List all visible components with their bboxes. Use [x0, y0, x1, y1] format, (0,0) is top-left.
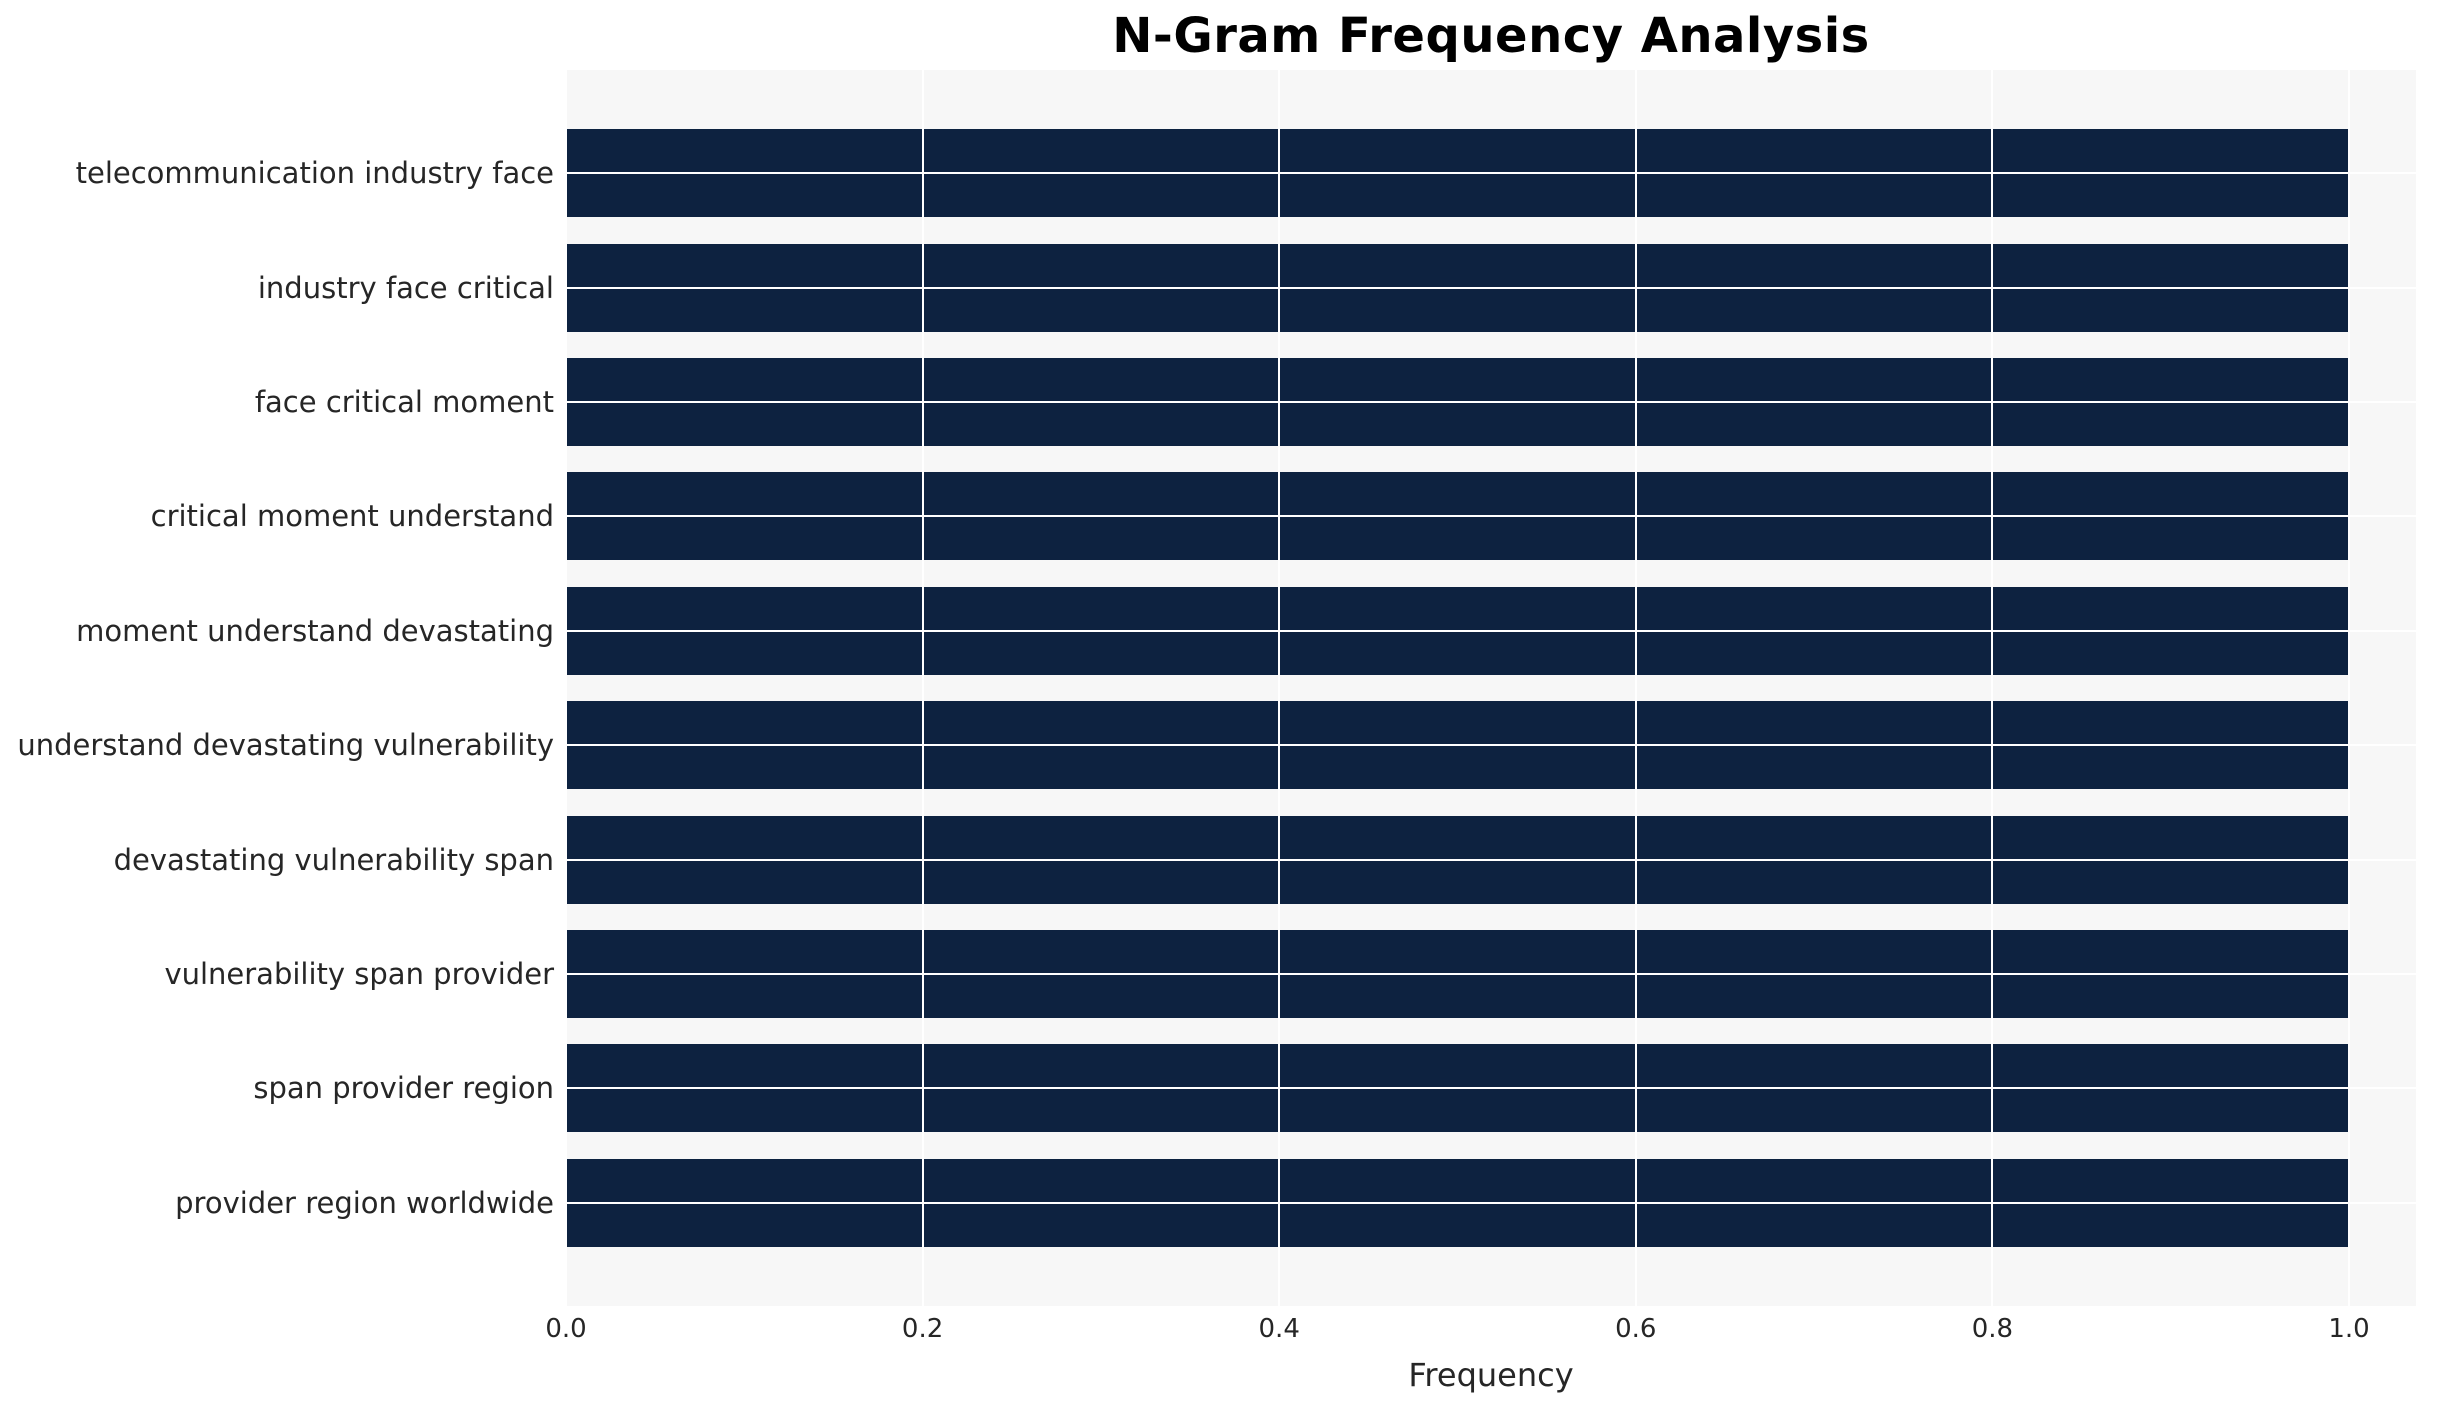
vertical-gridline — [565, 70, 567, 1306]
y-tick-label: span provider region — [253, 1071, 554, 1106]
vertical-gridline — [1278, 70, 1281, 1306]
x-tick-label: 0.6 — [1615, 1314, 1657, 1344]
x-tick-label: 0.8 — [1971, 1314, 2014, 1344]
horizontal-gridline — [566, 973, 2416, 975]
x-tick-label: 1.0 — [2328, 1314, 2370, 1344]
horizontal-gridline — [566, 629, 2416, 632]
y-tick-label: telecommunication industry face — [75, 156, 554, 191]
y-tick-label: face critical moment — [254, 385, 554, 420]
bar-rows — [566, 70, 2416, 1306]
y-tick-label: provider region worldwide — [175, 1185, 554, 1220]
x-axis: Frequency 0.0 0.2 0.4 0.6 0.8 1.0 — [545, 1310, 2416, 1402]
chart-area: telecommunication industry face industry … — [0, 70, 2416, 1306]
vertical-gridline — [921, 70, 924, 1306]
horizontal-gridline — [566, 1201, 2416, 1204]
y-tick-label: industry face critical — [257, 270, 554, 305]
horizontal-gridline — [566, 172, 2416, 175]
horizontal-gridline — [566, 515, 2416, 518]
y-tick-label: devastating vulnerability span — [113, 842, 554, 877]
chart-title: N-Gram Frequency Analysis — [1112, 8, 1870, 64]
y-tick-label: understand devastating vulnerability — [17, 728, 554, 763]
horizontal-gridline — [566, 286, 2416, 289]
vertical-gridline — [2348, 70, 2350, 1306]
y-tick-label: moment understand devastating — [76, 613, 554, 648]
vertical-gridline — [1991, 70, 1994, 1306]
y-tick-label: critical moment understand — [150, 499, 554, 534]
x-tick-label: 0.0 — [545, 1314, 587, 1344]
plot-area — [565, 70, 2416, 1306]
horizontal-gridline — [566, 1087, 2416, 1090]
vertical-gridline — [1634, 70, 1637, 1306]
horizontal-gridline — [566, 401, 2416, 403]
y-axis-labels: telecommunication industry face industry … — [0, 70, 566, 1306]
y-tick-label: vulnerability span provider — [164, 957, 554, 992]
x-tick-label: 0.4 — [1258, 1314, 1300, 1344]
x-axis-title: Frequency — [1408, 1356, 1574, 1394]
x-tick-label: 0.2 — [901, 1314, 944, 1344]
horizontal-gridline — [566, 858, 2416, 861]
horizontal-gridline — [566, 744, 2416, 747]
